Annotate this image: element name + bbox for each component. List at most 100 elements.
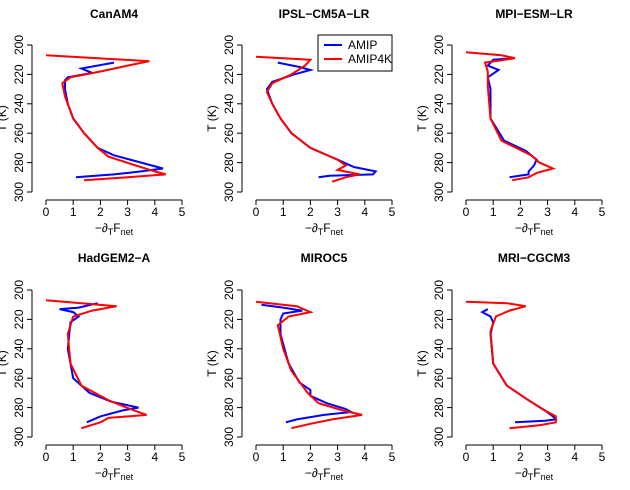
x-tick-label: 0 [253, 205, 260, 219]
x-tick-label: 1 [490, 205, 497, 219]
x-axis-label-part: net [121, 472, 134, 482]
chart-title: IPSL−CM5A−LR [279, 7, 370, 21]
y-tick-label: 200 [12, 280, 26, 300]
x-tick-label: 4 [571, 205, 578, 219]
x-tick-label: 0 [43, 450, 50, 464]
x-tick-label: 1 [70, 450, 77, 464]
x-axis-label-part: F [323, 221, 330, 235]
y-axis-label: T (K) [415, 350, 429, 376]
x-tick-label: 1 [280, 205, 287, 219]
x-tick-label: 5 [389, 450, 396, 464]
x-axis-label: −∂TFnet [305, 221, 344, 237]
x-axis-label-part: F [323, 466, 330, 480]
x-axis-label-part: T [108, 227, 114, 237]
data-line [261, 303, 355, 424]
y-axis-label: T (K) [0, 105, 9, 131]
x-axis-label-part: F [533, 466, 540, 480]
x-axis-label-part: T [528, 227, 534, 237]
y-tick-label: 240 [432, 338, 446, 358]
data-line [45, 299, 147, 430]
y-axis-label: T (K) [205, 350, 219, 376]
x-axis-label-part: −∂ [95, 221, 108, 235]
y-tick-label: 240 [432, 93, 446, 113]
x-tick-label: 5 [179, 205, 186, 219]
x-tick-label: 4 [151, 450, 158, 464]
y-tick-label: 200 [432, 280, 446, 300]
y-axis-label: T (K) [0, 350, 9, 376]
x-tick-label: 4 [361, 450, 368, 464]
y-axis-label: T (K) [205, 105, 219, 131]
y-tick-label: 280 [222, 397, 236, 417]
y-tick-label: 260 [12, 368, 26, 388]
x-axis-label: −∂TFnet [515, 221, 554, 237]
y-tick-label: 240 [222, 338, 236, 358]
x-axis-label-part: net [541, 227, 554, 237]
y-tick-label: 220 [222, 64, 236, 84]
y-tick-label: 280 [12, 397, 26, 417]
x-axis-label-part: T [528, 472, 534, 482]
x-axis-label-part: F [533, 221, 540, 235]
y-tick-label: 300 [12, 182, 26, 202]
x-tick-label: 1 [490, 450, 497, 464]
data-line [255, 300, 363, 430]
x-tick-label: 2 [307, 450, 314, 464]
x-axis-label-part: T [108, 472, 114, 482]
data-line [45, 54, 166, 182]
y-tick-label: 260 [432, 123, 446, 143]
x-tick-label: 3 [334, 450, 341, 464]
x-tick-label: 1 [280, 450, 287, 464]
x-tick-label: 0 [463, 205, 470, 219]
y-tick-label: 200 [222, 280, 236, 300]
x-axis-label-part: net [541, 472, 554, 482]
y-tick-label: 220 [12, 64, 26, 84]
y-tick-label: 300 [432, 182, 446, 202]
x-tick-label: 5 [599, 450, 606, 464]
y-tick-label: 280 [222, 152, 236, 172]
x-tick-label: 0 [253, 450, 260, 464]
chart-title: MIROC5 [301, 251, 348, 265]
y-tick-label: 260 [222, 123, 236, 143]
y-tick-label: 260 [222, 368, 236, 388]
y-tick-label: 280 [12, 152, 26, 172]
y-tick-label: 220 [432, 309, 446, 329]
data-line [64, 61, 164, 179]
y-axis-label: T (K) [415, 105, 429, 131]
x-tick-label: 3 [544, 205, 551, 219]
chart-title: MPI−ESM−LR [495, 7, 573, 21]
y-tick-label: 240 [12, 338, 26, 358]
legend-label: AMIP4K [348, 52, 392, 66]
x-tick-label: 1 [70, 205, 77, 219]
x-tick-label: 0 [43, 205, 50, 219]
x-axis-label-part: −∂ [305, 221, 318, 235]
y-tick-label: 300 [12, 427, 26, 447]
x-tick-label: 2 [517, 205, 524, 219]
x-tick-label: 0 [463, 450, 470, 464]
x-tick-label: 5 [179, 450, 186, 464]
y-tick-label: 220 [222, 309, 236, 329]
x-tick-label: 5 [599, 205, 606, 219]
y-tick-label: 300 [432, 427, 446, 447]
x-axis-label: −∂TFnet [95, 221, 134, 237]
y-tick-label: 300 [222, 182, 236, 202]
x-tick-label: 4 [151, 205, 158, 219]
y-tick-label: 220 [432, 64, 446, 84]
x-tick-label: 3 [124, 205, 131, 219]
x-axis-label: −∂TFnet [95, 466, 134, 482]
x-axis-label: −∂TFnet [305, 466, 344, 482]
y-tick-label: 200 [12, 35, 26, 55]
chart-title: CanAM4 [90, 7, 138, 21]
chart-title: MRI−CGCM3 [498, 251, 571, 265]
x-tick-label: 2 [517, 450, 524, 464]
x-tick-label: 3 [334, 205, 341, 219]
x-axis-label-part: net [331, 472, 344, 482]
x-tick-label: 2 [97, 205, 104, 219]
x-tick-label: 5 [389, 205, 396, 219]
y-tick-label: 260 [12, 123, 26, 143]
legend-label: AMIP [348, 38, 377, 52]
x-axis-label-part: net [331, 227, 344, 237]
x-tick-label: 3 [124, 450, 131, 464]
y-tick-label: 240 [222, 93, 236, 113]
x-axis-label-part: T [318, 472, 324, 482]
x-axis-label: −∂TFnet [515, 466, 554, 482]
